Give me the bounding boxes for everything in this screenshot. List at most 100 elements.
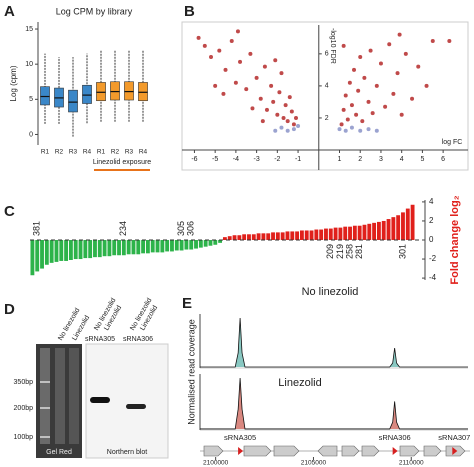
- point: [250, 106, 255, 111]
- bar-label: 306: [186, 221, 196, 236]
- point: [213, 83, 218, 88]
- bar: [261, 233, 266, 240]
- bar: [194, 240, 198, 249]
- bar: [78, 240, 83, 260]
- point: [264, 107, 269, 112]
- point: [277, 90, 282, 95]
- point: [403, 51, 408, 56]
- bar: [222, 237, 227, 240]
- gel-caption: Northern blot: [107, 449, 148, 456]
- point: [370, 111, 375, 116]
- blot-label: sRNA305: [85, 336, 115, 343]
- bar: [357, 225, 362, 240]
- y-tick-label: 4: [429, 197, 434, 206]
- bar: [179, 240, 184, 251]
- point: [343, 93, 348, 98]
- x-tick-label: 2105000: [301, 460, 327, 467]
- box: [124, 81, 134, 101]
- bar: [232, 235, 237, 240]
- plot-frame: [181, 21, 469, 171]
- bar: [227, 236, 232, 240]
- x-tick-label: R1: [97, 149, 106, 156]
- point: [248, 51, 253, 56]
- bar: [381, 220, 386, 240]
- x-tick-label: R2: [111, 149, 120, 156]
- point: [360, 119, 365, 124]
- bar: [203, 240, 208, 247]
- point: [347, 80, 352, 85]
- x-axis-label: log FC: [442, 139, 463, 146]
- point: [387, 42, 392, 47]
- point: [345, 117, 350, 122]
- bar: [304, 230, 309, 240]
- bar: [68, 240, 73, 260]
- ladder-label: 350bp: [14, 379, 34, 386]
- point: [233, 80, 238, 85]
- blot-band: [90, 397, 110, 403]
- point: [223, 67, 228, 72]
- point: [341, 43, 346, 48]
- bar: [333, 227, 338, 240]
- bar: [141, 240, 146, 254]
- bar: [299, 230, 304, 240]
- point: [273, 58, 278, 63]
- y-axis-label: Log (cpm): [9, 65, 18, 101]
- gel-caption: Gel Red: [46, 449, 72, 456]
- point: [349, 103, 354, 108]
- coverage: [200, 317, 468, 368]
- box: [138, 82, 148, 102]
- point: [410, 96, 415, 101]
- panel-label: B: [184, 3, 195, 20]
- bar: [170, 240, 174, 252]
- bar: [367, 223, 372, 240]
- bar: [97, 240, 102, 258]
- point: [254, 75, 259, 80]
- feature-marker: [238, 447, 244, 455]
- bar: [150, 240, 155, 253]
- point: [374, 128, 379, 133]
- point: [285, 119, 290, 124]
- bar: [396, 215, 401, 240]
- bar: [242, 234, 247, 240]
- point: [285, 128, 290, 133]
- x-tick-label: -1: [295, 156, 301, 163]
- gel-lane: [55, 348, 65, 444]
- x-tick-label: 2110000: [399, 460, 424, 467]
- bar-label: 305: [176, 221, 186, 236]
- bar-label: 281: [354, 244, 364, 259]
- bar: [266, 233, 271, 240]
- bar: [401, 212, 405, 240]
- bar: [213, 240, 218, 245]
- point: [416, 64, 421, 69]
- bar: [73, 240, 78, 260]
- point: [395, 71, 400, 76]
- bar: [271, 232, 275, 240]
- gel-lane: [69, 348, 79, 444]
- x-tick-label: 5: [420, 156, 424, 163]
- bar: [184, 240, 189, 250]
- bar: [372, 222, 377, 240]
- x-tick-label: 2: [358, 156, 362, 163]
- x-tick-label: -6: [191, 156, 197, 163]
- point: [279, 125, 284, 130]
- bar: [107, 240, 112, 257]
- bar: [280, 232, 285, 240]
- track-title: Linezolid: [278, 377, 321, 389]
- panel-label: D: [4, 301, 15, 318]
- point: [447, 39, 452, 44]
- bar: [237, 235, 242, 240]
- point: [269, 83, 274, 88]
- bar: [40, 240, 44, 269]
- feature-label: sRNA306: [379, 433, 411, 442]
- x-tick-label: 6: [441, 156, 445, 163]
- y-tick-label: 10: [25, 61, 33, 68]
- box: [68, 89, 78, 113]
- point: [397, 32, 402, 37]
- box: [40, 86, 50, 106]
- blot-label: sRNA306: [123, 336, 153, 343]
- bar: [386, 219, 391, 240]
- point: [339, 122, 344, 127]
- bar-label: 258: [344, 244, 354, 259]
- bar: [208, 240, 213, 246]
- bar: [93, 240, 97, 258]
